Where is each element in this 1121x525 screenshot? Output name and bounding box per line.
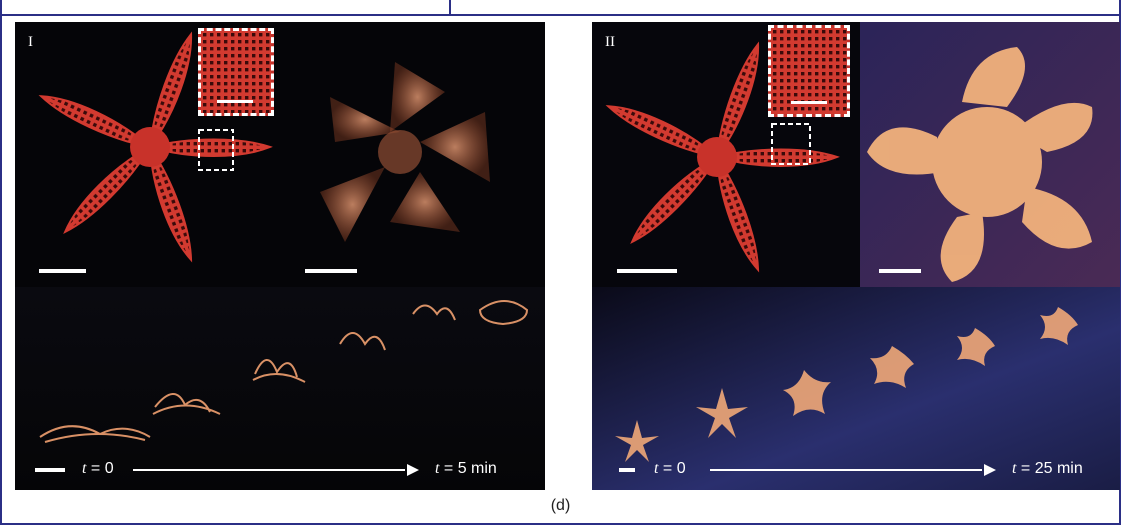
curling-sequence-i [39, 300, 529, 443]
time-value: = 0 [662, 460, 686, 477]
time-end-ii: t = 25 min [1012, 460, 1083, 478]
time-value: = 5 min [443, 460, 497, 477]
panel-i-graphics [15, 31, 545, 490]
time-end-i: t = 5 min [435, 460, 497, 478]
scale-bar-sequence-ii [619, 468, 635, 472]
panel-ii: II t = 0 t = 25 min [592, 22, 1120, 490]
time-symbol: t [654, 460, 659, 477]
panel-i: I t = 0 t = 5 min [15, 22, 545, 490]
time-arrow-head-ii [984, 464, 996, 476]
zoom-inset-ii [768, 25, 850, 117]
zoom-inset-i [198, 28, 274, 116]
swollen-star-ii [867, 47, 1093, 282]
printed-star-ii [605, 41, 840, 273]
top-table-border [0, 0, 1121, 16]
twisting-sequence-ii [615, 307, 1078, 462]
time-arrow-line-ii [710, 469, 982, 471]
figure-caption: (d) [550, 497, 571, 514]
panel-label: II [605, 34, 615, 50]
scale-bar-swollen-ii [879, 269, 921, 273]
panel-label: I [28, 34, 33, 50]
scale-bar-swollen-i [305, 269, 357, 273]
time-arrow-head-i [407, 464, 419, 476]
time-start-ii: t = 0 [654, 460, 686, 478]
inset-scale-bar [217, 100, 253, 103]
time-arrow-line-i [133, 469, 405, 471]
time-value: = 0 [90, 460, 114, 477]
time-start-i: t = 0 [82, 460, 114, 478]
time-symbol: t [435, 460, 440, 477]
time-symbol: t [82, 460, 87, 477]
printed-star-i [38, 31, 273, 263]
panel-ii-graphics [592, 22, 1120, 490]
scale-bar-star-i [39, 269, 86, 273]
time-value: = 25 min [1020, 460, 1083, 477]
scale-bar-sequence-i [35, 468, 65, 472]
scale-bar-star-ii [617, 269, 677, 273]
top-table-divider [449, 0, 451, 16]
inset-scale-bar [791, 101, 827, 104]
swollen-star-i [320, 62, 490, 242]
time-symbol: t [1012, 460, 1017, 477]
